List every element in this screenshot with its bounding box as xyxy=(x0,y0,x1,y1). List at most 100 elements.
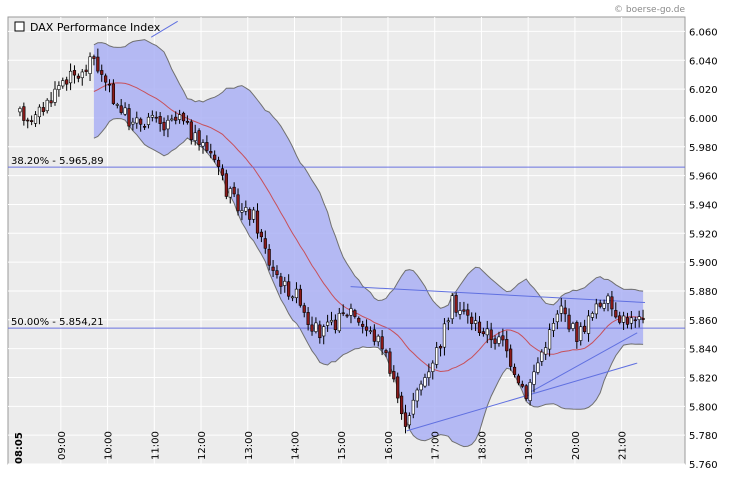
candle-body xyxy=(41,107,45,112)
candle-body xyxy=(96,56,100,72)
candle-body xyxy=(524,385,528,400)
candle-body xyxy=(131,121,135,125)
y-tick-label: 5.900 xyxy=(689,258,718,269)
candle-body xyxy=(505,339,509,352)
candles xyxy=(18,48,645,434)
y-tick-label: 6.020 xyxy=(689,85,718,96)
candle-body xyxy=(497,336,501,344)
candle-body xyxy=(512,366,517,375)
candle-body xyxy=(53,88,57,103)
x-axis: 08:05 09:00 10:00 11:00 12:00 13:00 14:00 15:00… xyxy=(14,431,629,464)
candle-body xyxy=(384,350,388,354)
x-tick-label: 20:00 xyxy=(571,431,582,460)
candle-body xyxy=(216,159,221,167)
candle-body xyxy=(49,100,53,104)
x-tick-label: 18:00 xyxy=(477,431,488,460)
candle-body xyxy=(318,324,322,339)
candle-body xyxy=(353,310,357,317)
candle-body xyxy=(473,320,478,324)
candle-body xyxy=(68,70,73,84)
candle-body xyxy=(610,296,614,310)
candle-body xyxy=(466,309,470,316)
candle-body xyxy=(146,116,151,125)
candle-body xyxy=(115,104,119,106)
candle-body xyxy=(166,119,170,130)
candle-body xyxy=(598,302,602,307)
candle-body xyxy=(396,376,400,399)
candle-body xyxy=(84,69,88,72)
x-tick-label: 14:00 xyxy=(291,431,302,460)
candle-body xyxy=(127,108,131,127)
candle-body xyxy=(341,312,345,315)
moving-average xyxy=(93,82,644,373)
bollinger-upper xyxy=(93,39,644,309)
y-tick-label: 5.800 xyxy=(689,402,718,413)
watermark: © boerse-go.de xyxy=(614,5,685,15)
candle-body xyxy=(255,210,260,234)
candle-body xyxy=(139,118,143,125)
y-tick-label: 5.980 xyxy=(689,143,718,154)
candle-body xyxy=(267,248,271,266)
candle-body xyxy=(575,322,579,342)
x-tick-label: 21:00 xyxy=(618,431,629,460)
candle-body xyxy=(606,295,610,304)
candle-body xyxy=(501,335,505,341)
candle-body xyxy=(162,121,166,131)
candle-body xyxy=(111,83,116,104)
candle-body xyxy=(209,151,213,154)
candle-body xyxy=(189,121,193,140)
candle-body xyxy=(193,132,197,141)
candle-body xyxy=(181,112,186,122)
candle-body xyxy=(586,315,591,334)
candle-body xyxy=(154,116,158,119)
candle-body xyxy=(399,395,404,415)
candle-body xyxy=(388,351,392,374)
candle-body xyxy=(489,329,493,341)
candle-body xyxy=(614,310,618,318)
candle-body xyxy=(220,168,225,176)
y-tick-label: 5.860 xyxy=(689,316,718,327)
candle-body xyxy=(287,281,291,297)
candle-body xyxy=(107,83,112,86)
candle-body xyxy=(201,142,205,147)
fib-label: 50.00% - 5.854,21 xyxy=(11,317,104,328)
candle-body xyxy=(279,276,283,287)
candle-body xyxy=(213,154,217,160)
y-tick-label: 6.000 xyxy=(689,114,718,125)
candle-body xyxy=(618,315,622,323)
candle-body xyxy=(333,319,337,331)
candle-body xyxy=(427,371,431,378)
candle-body xyxy=(271,266,275,271)
candle-body xyxy=(178,114,182,120)
candle-body xyxy=(481,331,485,335)
candle-body xyxy=(392,371,396,380)
candle-body xyxy=(423,377,427,387)
candle-body xyxy=(275,270,279,276)
x-tick-label: 08:05 xyxy=(14,432,25,464)
candle-body xyxy=(641,317,645,321)
candle-body xyxy=(438,346,443,349)
candle-body xyxy=(368,330,373,333)
legend-swatch xyxy=(14,21,25,32)
candle-body xyxy=(158,116,162,124)
candle-body xyxy=(45,99,49,112)
candle-body xyxy=(551,322,556,331)
y-tick-label: 5.940 xyxy=(689,200,718,211)
candle-body xyxy=(594,303,598,315)
candle-body xyxy=(185,120,190,123)
candle-body xyxy=(435,347,439,365)
candle-body xyxy=(76,75,80,79)
candle-body xyxy=(244,207,248,212)
candle-body xyxy=(411,399,415,415)
candle-body xyxy=(337,313,341,332)
candle-body xyxy=(493,338,497,344)
candle-body xyxy=(205,142,209,151)
candle-body xyxy=(403,412,408,427)
candle-body xyxy=(33,114,38,124)
trend-line xyxy=(527,332,638,394)
fib-label: 38.20% - 5.965,89 xyxy=(11,156,104,167)
x-tick-label: 19:00 xyxy=(524,431,535,460)
candle-body xyxy=(516,375,521,384)
trend-line xyxy=(150,20,178,38)
y-tick-label: 5.960 xyxy=(689,172,718,183)
